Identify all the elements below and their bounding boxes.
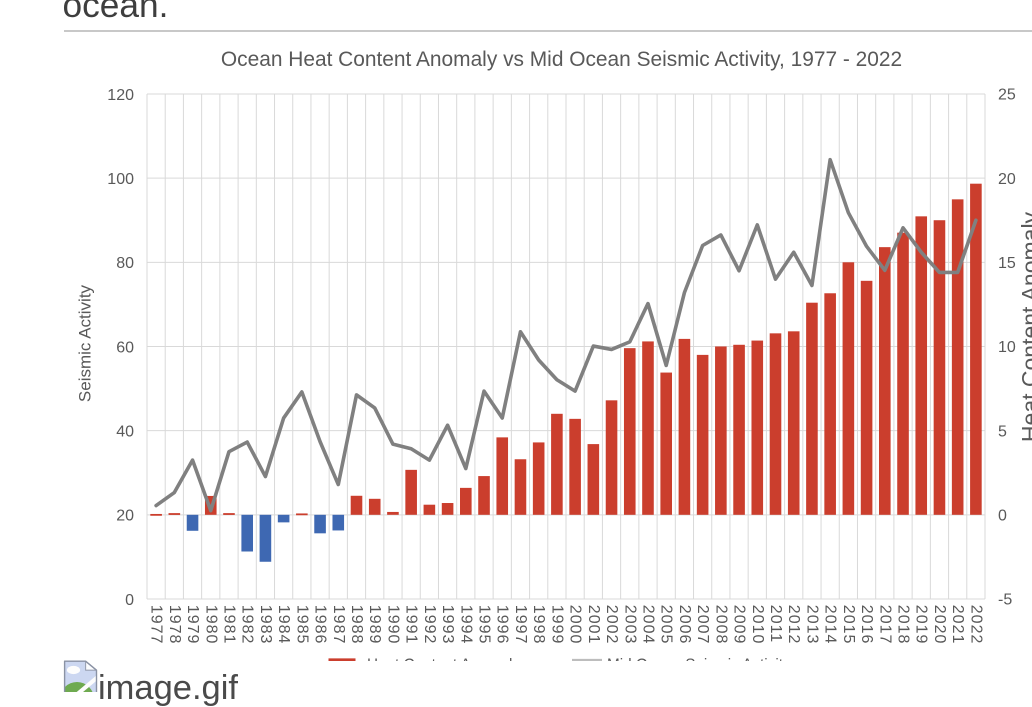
svg-text:1997: 1997 <box>512 605 529 645</box>
svg-text:1994: 1994 <box>457 605 474 645</box>
svg-text:2003: 2003 <box>621 605 638 645</box>
svg-text:1987: 1987 <box>330 605 347 645</box>
svg-text:1983: 1983 <box>257 605 274 645</box>
svg-text:1988: 1988 <box>348 605 365 645</box>
svg-text:2022: 2022 <box>967 605 984 645</box>
svg-text:1984: 1984 <box>275 605 292 645</box>
svg-text:-5: -5 <box>998 592 1012 609</box>
svg-text:2001: 2001 <box>585 605 602 645</box>
svg-text:20: 20 <box>998 171 1016 188</box>
svg-text:2007: 2007 <box>694 605 711 645</box>
svg-text:2010: 2010 <box>749 605 766 645</box>
svg-text:1993: 1993 <box>439 605 456 645</box>
svg-text:5: 5 <box>998 423 1007 440</box>
svg-text:1986: 1986 <box>312 605 329 645</box>
svg-text:2009: 2009 <box>731 605 748 645</box>
svg-text:25: 25 <box>998 87 1016 104</box>
svg-text:Heat Content Anomaly: Heat Content Anomaly <box>1017 211 1032 442</box>
svg-text:Ocean Heat Content Anomaly vs: Ocean Heat Content Anomaly vs Mid Ocean … <box>221 48 902 71</box>
svg-text:1998: 1998 <box>530 605 547 645</box>
svg-text:2013: 2013 <box>803 605 820 645</box>
svg-text:2017: 2017 <box>876 605 893 645</box>
svg-text:1991: 1991 <box>403 605 420 645</box>
svg-text:15: 15 <box>998 255 1016 272</box>
svg-text:120: 120 <box>107 87 134 104</box>
svg-text:1985: 1985 <box>293 605 310 645</box>
svg-text:1999: 1999 <box>548 605 565 645</box>
svg-text:1989: 1989 <box>366 605 383 645</box>
svg-text:2014: 2014 <box>822 605 839 645</box>
svg-text:2011: 2011 <box>767 605 784 643</box>
svg-text:1979: 1979 <box>184 605 201 645</box>
svg-text:1995: 1995 <box>476 605 493 645</box>
svg-text:20: 20 <box>116 508 134 525</box>
svg-text:1977: 1977 <box>148 605 165 645</box>
svg-text:100: 100 <box>107 171 134 188</box>
svg-text:1978: 1978 <box>166 605 183 645</box>
svg-text:2021: 2021 <box>949 605 966 645</box>
svg-text:0: 0 <box>998 508 1007 525</box>
svg-text:1982: 1982 <box>239 605 256 645</box>
svg-text:1996: 1996 <box>494 605 511 645</box>
svg-text:40: 40 <box>116 424 134 441</box>
svg-text:2018: 2018 <box>895 605 912 645</box>
svg-text:2019: 2019 <box>913 605 930 645</box>
svg-text:80: 80 <box>116 255 134 272</box>
svg-text:1981: 1981 <box>220 605 237 645</box>
svg-text:Mid Ocean Seismic Activity: Mid Ocean Seismic Activity <box>607 656 791 661</box>
svg-text:2016: 2016 <box>858 605 875 645</box>
svg-text:2020: 2020 <box>931 605 948 645</box>
svg-text:2006: 2006 <box>676 605 693 645</box>
svg-text:2000: 2000 <box>567 605 584 645</box>
svg-text:Heat Content Anomaly: Heat Content Anomaly <box>367 656 520 661</box>
svg-text:2015: 2015 <box>840 605 857 645</box>
svg-text:10: 10 <box>998 339 1016 356</box>
svg-text:1990: 1990 <box>384 605 401 645</box>
svg-text:1980: 1980 <box>202 605 219 645</box>
svg-text:2004: 2004 <box>639 605 656 645</box>
svg-text:0: 0 <box>125 592 134 609</box>
svg-text:2008: 2008 <box>712 605 729 645</box>
svg-text:Seismic Activity: Seismic Activity <box>76 284 95 402</box>
svg-text:2005: 2005 <box>658 605 675 645</box>
svg-text:2002: 2002 <box>603 605 620 645</box>
svg-text:60: 60 <box>116 339 134 356</box>
svg-text:2012: 2012 <box>785 605 802 645</box>
svg-text:1992: 1992 <box>421 605 438 645</box>
